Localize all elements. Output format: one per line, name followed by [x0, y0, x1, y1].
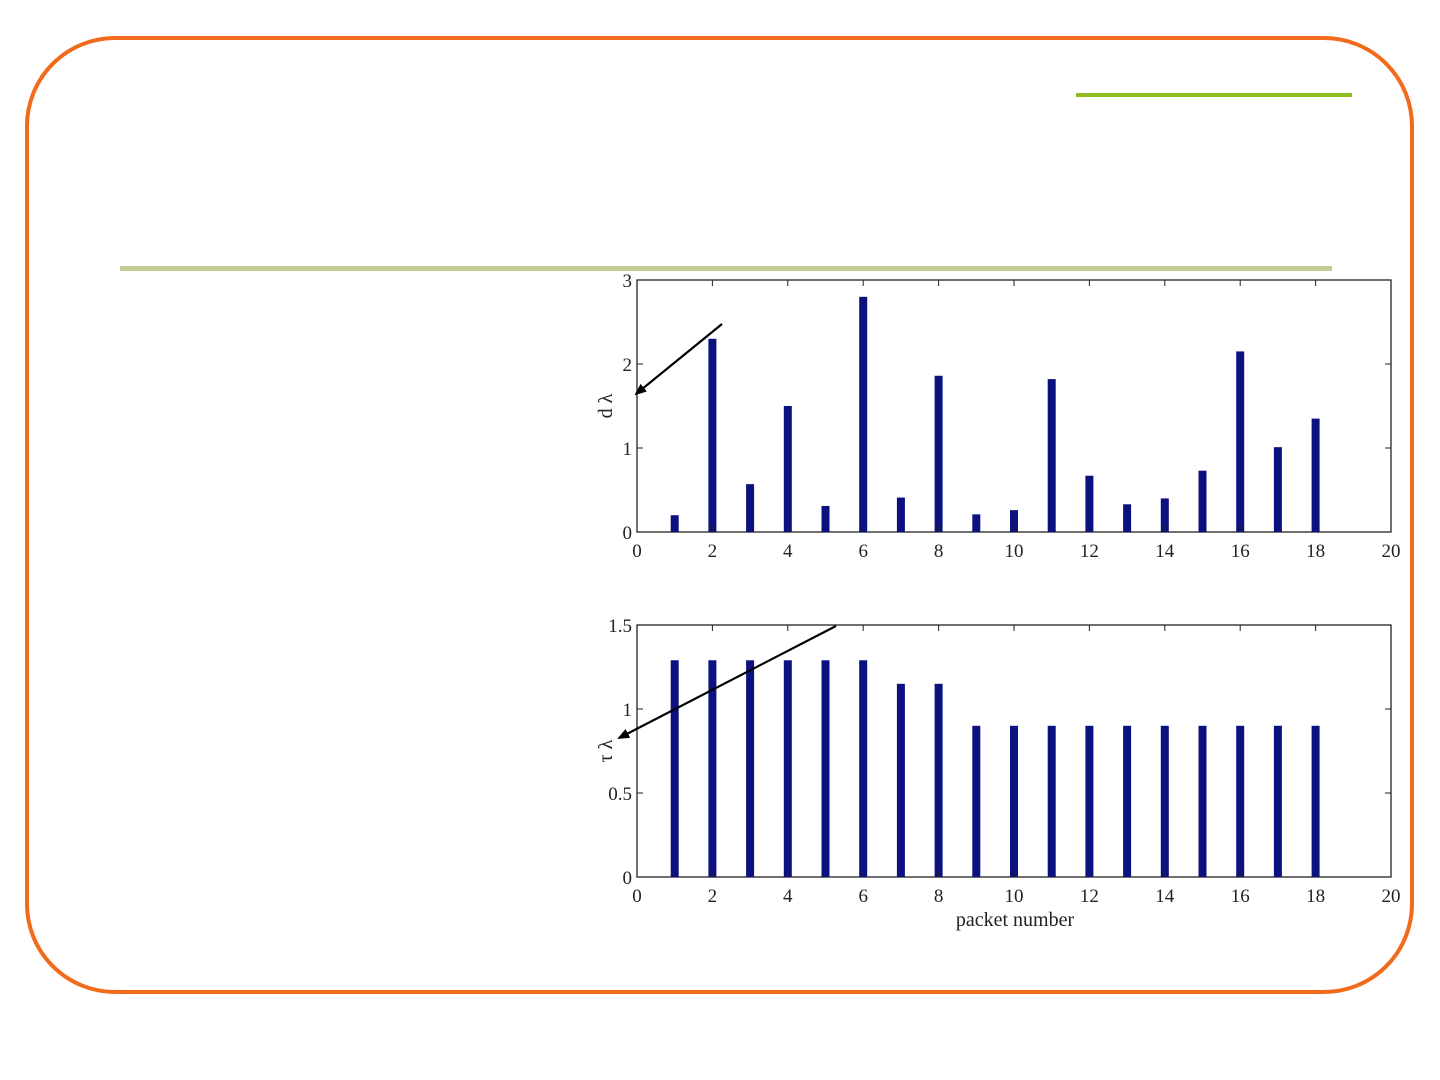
bar	[859, 296, 868, 532]
x-tick-label: 18	[1306, 886, 1325, 907]
bar	[1010, 510, 1018, 532]
bar	[1273, 725, 1282, 877]
bar	[1123, 725, 1132, 877]
bar	[821, 660, 830, 877]
bar	[1123, 504, 1132, 532]
x-tick-label: 14	[1155, 886, 1175, 907]
slide-frame	[25, 36, 1414, 994]
y-tick-label: 0.5	[608, 784, 632, 805]
bar	[1160, 725, 1169, 877]
x-tick-label: 2	[708, 886, 718, 907]
annotation-arrow-bottom	[617, 625, 837, 739]
bar	[896, 683, 905, 877]
bar	[1160, 498, 1169, 532]
bar	[1273, 447, 1282, 532]
x-tick-label: 16	[1231, 541, 1250, 562]
y-tick-label: 1.5	[608, 616, 632, 637]
bar	[1311, 725, 1320, 877]
y-tick-label: 0	[623, 523, 633, 544]
bar	[670, 515, 679, 532]
y-tick-label: 2	[623, 355, 633, 376]
bar	[972, 725, 981, 877]
bar	[934, 375, 943, 532]
x-tick-label: 4	[783, 541, 793, 562]
bar	[1047, 725, 1056, 877]
annotation-arrow-top	[634, 323, 723, 396]
bar	[1010, 725, 1018, 877]
x-tick-label: 4	[783, 886, 793, 907]
x-axis-label: packet number	[956, 909, 1075, 931]
bar	[934, 683, 943, 877]
bar	[1311, 418, 1320, 532]
bar	[972, 514, 981, 532]
bar	[783, 660, 792, 877]
y-tick-label: 1	[623, 439, 633, 460]
x-tick-label: 6	[858, 541, 868, 562]
bar	[708, 660, 717, 877]
y-tick-label: 0	[623, 868, 633, 889]
bar	[1198, 725, 1207, 877]
bar	[859, 660, 868, 877]
bar	[1085, 475, 1094, 532]
y-tick-label: 3	[623, 271, 633, 292]
x-tick-label: 2	[708, 541, 718, 562]
bar	[708, 338, 717, 532]
x-tick-label: 8	[934, 541, 944, 562]
bar	[1085, 725, 1094, 877]
x-tick-label: 12	[1080, 541, 1099, 562]
x-tick-label: 10	[1005, 541, 1024, 562]
x-tick-label: 6	[858, 886, 868, 907]
bar	[1236, 725, 1245, 877]
title-rule	[120, 266, 1332, 271]
bar	[1198, 470, 1207, 532]
x-tick-label: 20	[1382, 886, 1401, 907]
x-tick-label: 18	[1306, 541, 1325, 562]
x-tick-label: 8	[934, 886, 944, 907]
y-axis-label: d λ	[595, 393, 617, 418]
bar	[746, 484, 755, 532]
bar	[1047, 379, 1056, 532]
bar	[1236, 351, 1245, 532]
bar	[746, 660, 755, 877]
accent-line	[1076, 93, 1352, 97]
y-axis-label: τ λ	[595, 739, 617, 762]
x-tick-label: 10	[1005, 886, 1024, 907]
x-tick-label: 0	[632, 886, 642, 907]
chart-tau-lambda: 0 2 4 6 8 10 12 14 16 18 20 0 0.5 1 1.5 τ λ packet numbe…	[595, 616, 1401, 931]
x-tick-label: 12	[1080, 886, 1099, 907]
x-tick-label: 14	[1155, 541, 1175, 562]
x-tick-label: 16	[1231, 886, 1250, 907]
y-tick-label: 1	[623, 700, 633, 721]
bar	[821, 505, 830, 532]
x-tick-label: 0	[632, 541, 642, 562]
bar	[783, 406, 792, 532]
bar	[670, 660, 679, 877]
x-tick-label: 20	[1382, 541, 1401, 562]
bar	[896, 497, 905, 532]
